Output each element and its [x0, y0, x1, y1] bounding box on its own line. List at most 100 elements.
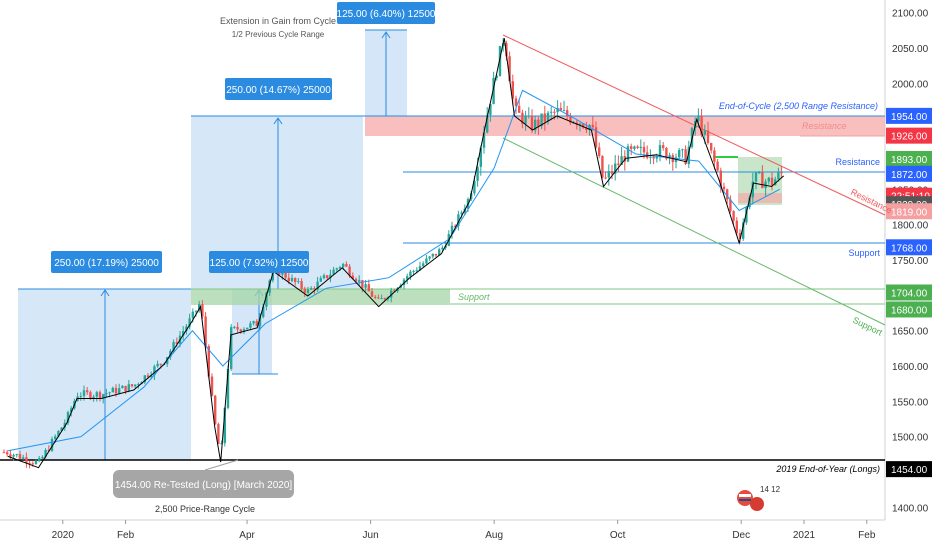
range-label-4: 125.00 (6.40%) 12500 [337, 2, 436, 24]
candle-body [758, 172, 761, 174]
candle-body [130, 384, 134, 387]
candle-body [553, 111, 556, 113]
candle-body [415, 270, 418, 272]
level-label-support: Support [848, 248, 880, 258]
candle-body [124, 385, 127, 392]
candle-body [706, 130, 710, 143]
candle-body [239, 329, 242, 332]
retest-callout: 1454.00 Re-Tested (Long) [March 2020] [113, 459, 294, 498]
candle-body [729, 199, 732, 212]
candle-body [249, 323, 252, 328]
candle-body [6, 452, 9, 455]
candle-body [508, 56, 511, 82]
x-tick-label: Jun [363, 530, 379, 541]
event-badge[interactable]: 14 12 [737, 485, 781, 511]
candle-body [95, 392, 98, 397]
candle-body [450, 225, 454, 235]
candle-body [127, 384, 130, 392]
candle-body [332, 269, 335, 275]
y-tick-label: 1800.00 [892, 221, 929, 232]
candle-body [137, 384, 140, 386]
candle-body [258, 316, 262, 327]
candle-body [326, 275, 329, 279]
candle-body [546, 112, 550, 122]
candle-body [34, 461, 38, 465]
candle-body [748, 197, 751, 208]
y-tick-label: 2050.00 [892, 44, 929, 55]
note-extension: Extension in Gain from Cycle [220, 16, 336, 26]
candle-body [226, 368, 230, 408]
candle-body [374, 296, 377, 298]
candle-body [498, 46, 502, 77]
y-tick-label: 1500.00 [892, 433, 929, 444]
time-axis[interactable]: 2020 Feb Apr Jun Aug Oct Dec 2021 Feb [52, 520, 876, 541]
candle-body [143, 375, 146, 383]
candle-body [262, 306, 265, 317]
candle-body [118, 388, 121, 394]
candle-body [364, 284, 367, 288]
candle-body [18, 454, 22, 459]
candle-body [185, 326, 188, 332]
candle-body [601, 155, 604, 178]
candle-body [66, 412, 70, 423]
candle-body [348, 266, 351, 276]
candle-body [383, 298, 386, 300]
price-tag-145400: 1454.00 [886, 461, 932, 478]
candle-body [742, 222, 745, 239]
candle-body [338, 267, 342, 269]
price-tag-text: 1454.00 [891, 465, 928, 476]
candle-body [121, 385, 124, 389]
candle-body [722, 186, 726, 190]
candle-body [329, 274, 332, 279]
candle-body [242, 329, 246, 332]
candle-body [105, 393, 108, 395]
candle-body [92, 396, 95, 399]
candle-body [566, 110, 569, 117]
x-tick-label: Feb [858, 530, 876, 541]
candle-body [710, 142, 713, 151]
candle-body [620, 156, 623, 165]
candle-body [370, 291, 374, 297]
candle-body [214, 395, 217, 425]
candle-body [204, 316, 207, 347]
candle-body [591, 124, 594, 128]
fast-average-line [7, 38, 785, 469]
candle-body [306, 289, 310, 293]
candle-body [41, 456, 44, 459]
candle-body [438, 249, 441, 256]
price-tag-text: 1768.00 [891, 243, 928, 254]
candle-body [681, 149, 684, 151]
x-tick-label: Feb [117, 530, 135, 541]
candle-body [31, 463, 34, 465]
range-label-3: 250.00 (14.67%) 25000 [225, 78, 332, 100]
candle-body [210, 376, 214, 396]
candle-body [406, 276, 409, 280]
level-label-end-of-cycle: End-of-Cycle (2,500 Range Resistance) [719, 101, 878, 111]
y-tick-label: 1550.00 [892, 397, 929, 408]
candle-body [604, 177, 607, 179]
candle-body [2, 452, 6, 454]
candle-body [207, 346, 210, 377]
candle-body [431, 253, 434, 257]
price-tag-text: 1819.00 [891, 207, 928, 218]
candle-body [223, 407, 226, 444]
candle-body [159, 363, 162, 365]
y-tick-label: 1400.00 [892, 503, 929, 514]
note-half-cycle: 1/2 Previous Cycle Range [232, 30, 325, 39]
candle-body [562, 110, 566, 112]
candle-body [751, 181, 754, 198]
candle-body [255, 321, 258, 327]
svg-text:1454.00 Re-Tested (Long) [Marc: 1454.00 Re-Tested (Long) [March 2020] [115, 480, 293, 491]
price-axis[interactable]: 1400.001450.001500.001550.001600.001650.… [892, 9, 929, 515]
candle-body [12, 454, 15, 457]
candle-body [649, 156, 652, 158]
candle-body [316, 281, 319, 290]
candle-body [486, 114, 489, 133]
candle-body [684, 149, 687, 165]
price-tag-192600: 1926.00 [886, 127, 932, 144]
candle-body [425, 258, 428, 264]
candle-body [409, 271, 412, 277]
candle-body [175, 342, 178, 344]
